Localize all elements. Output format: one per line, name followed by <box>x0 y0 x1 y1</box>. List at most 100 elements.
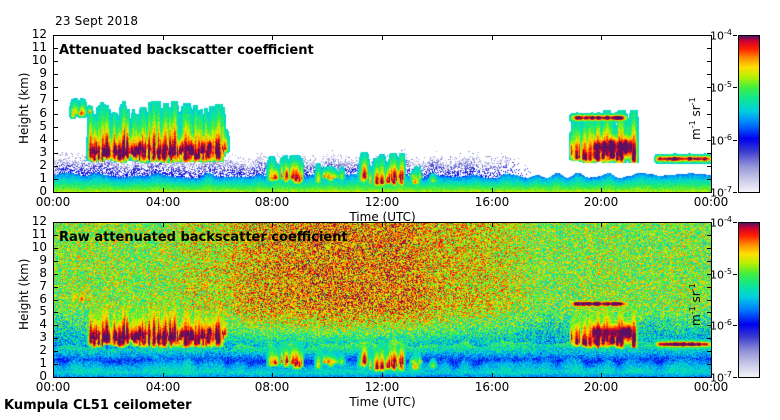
y-tick <box>53 114 58 115</box>
y-tick-label: 7 <box>39 92 47 106</box>
x-tick-label: 00:00 <box>693 380 729 394</box>
y-tick <box>53 100 58 101</box>
y-tick-label: 6 <box>39 292 47 306</box>
x-tick <box>272 188 273 193</box>
x-tick-top <box>492 222 493 227</box>
y-tick <box>53 48 58 49</box>
y-tick <box>53 127 58 128</box>
colorbar-tick <box>733 87 737 88</box>
y-tick-right <box>707 35 712 36</box>
y-tick-label: 12 <box>31 27 47 41</box>
colorbar-tick-label: 10-6 <box>710 318 732 333</box>
y-tick-label: 5 <box>39 119 47 133</box>
x-axis-ticks-raw: 00:00 04:00 08:00 12:00 16:00 20:00 00:00 <box>36 222 728 394</box>
x-tick-top <box>272 35 273 40</box>
y-tick <box>53 222 58 223</box>
y-tick-right <box>707 235 712 236</box>
x-tick <box>601 373 602 378</box>
x-tick-top <box>711 35 712 40</box>
y-tick-right <box>707 74 712 75</box>
y-tick-label: 4 <box>39 132 47 146</box>
y-tick-label: 1 <box>39 356 47 370</box>
x-tick-top <box>382 35 383 40</box>
y-tick <box>53 351 58 352</box>
y-tick-label: 6 <box>39 106 47 120</box>
y-tick-label: 3 <box>39 145 47 159</box>
x-tick-top <box>53 222 54 227</box>
colorbar-tick <box>733 192 737 193</box>
y-tick-right <box>707 87 712 88</box>
y-tick-right <box>707 127 712 128</box>
x-tick <box>53 373 54 378</box>
y-tick <box>53 87 58 88</box>
y-axis-ticks-attenuated: 0 1 2 3 4 5 6 7 8 9 10 11 12 <box>32 28 712 197</box>
y-axis-ticks-raw: 0 1 2 3 4 5 6 7 8 9 10 11 12 <box>32 215 712 382</box>
colorbar-tick <box>733 377 737 378</box>
colorbar-gradient-attenuated <box>739 36 759 192</box>
date-label: 23 Sept 2018 <box>55 14 139 28</box>
colorbar-tick <box>733 274 737 275</box>
colorbar-tick-label: 10-7 <box>710 370 732 385</box>
colorbar-tick-label: 10-7 <box>710 185 732 200</box>
y-tick-label: 1 <box>39 171 47 185</box>
y-tick-right <box>707 377 712 378</box>
y-tick-right <box>707 325 712 326</box>
colorbar-tick <box>733 222 737 223</box>
y-tick-label: 11 <box>31 40 47 54</box>
colorbar-attenuated <box>738 35 760 193</box>
x-tick-label: 16:00 <box>474 380 510 394</box>
x-axis-title-attenuated: Time (UTC) <box>349 210 416 224</box>
y-tick <box>53 338 58 339</box>
x-tick <box>53 188 54 193</box>
y-tick-right <box>707 248 712 249</box>
x-tick-label: 12:00 <box>364 195 400 209</box>
y-tick-label: 11 <box>31 227 47 241</box>
y-axis-title-attenuated: Height (km) <box>17 72 31 144</box>
y-tick-right <box>707 100 712 101</box>
x-tick <box>382 188 383 193</box>
y-tick-right <box>707 61 712 62</box>
colorbar-tick-label: 10-6 <box>710 133 732 148</box>
x-tick-label: 20:00 <box>583 195 619 209</box>
colorbar-tick-label: 10-5 <box>710 267 732 282</box>
y-tick-label: 9 <box>39 253 47 267</box>
x-tick-label: 04:00 <box>145 380 181 394</box>
y-tick-right <box>707 351 712 352</box>
x-tick <box>711 188 712 193</box>
x-tick-label: 04:00 <box>145 195 181 209</box>
y-tick-right <box>707 364 712 365</box>
y-tick-right <box>707 300 712 301</box>
y-tick <box>53 364 58 365</box>
y-tick-right <box>707 48 712 49</box>
y-tick-right <box>707 338 712 339</box>
colorbar-ticklabels-attenuated: 10-7 10-6 10-5 10-4 <box>710 28 760 200</box>
colorbar-ticklabels-raw: 10-7 10-6 10-5 10-4 <box>710 215 760 385</box>
x-tick <box>163 373 164 378</box>
y-tick <box>53 261 58 262</box>
colorbar-tick <box>733 325 737 326</box>
x-tick-top <box>382 222 383 227</box>
x-tick-top <box>492 35 493 40</box>
y-tick-right <box>707 192 712 193</box>
x-tick <box>601 188 602 193</box>
colorbar-tick-label: 10-4 <box>710 215 732 230</box>
y-tick-right <box>707 287 712 288</box>
y-tick-label: 8 <box>39 266 47 280</box>
x-tick-top <box>272 222 273 227</box>
y-tick <box>53 300 58 301</box>
y-axis-title-raw: Height (km) <box>17 258 31 330</box>
y-tick <box>53 192 58 193</box>
x-tick <box>492 373 493 378</box>
y-tick-right <box>707 261 712 262</box>
x-tick <box>492 188 493 193</box>
x-tick <box>163 188 164 193</box>
y-tick-right <box>707 274 712 275</box>
heatmap-canvas-attenuated <box>54 36 711 192</box>
x-tick-label: 00:00 <box>35 380 71 394</box>
y-tick <box>53 312 58 313</box>
y-tick-label: 10 <box>31 240 47 254</box>
y-tick-label: 5 <box>39 304 47 318</box>
y-tick-label: 12 <box>31 214 47 228</box>
panel-attenuated-backscatter: Attenuated backscatter coefficient <box>53 35 712 193</box>
footer-instrument-label: Kumpula CL51 ceilometer <box>4 398 192 413</box>
